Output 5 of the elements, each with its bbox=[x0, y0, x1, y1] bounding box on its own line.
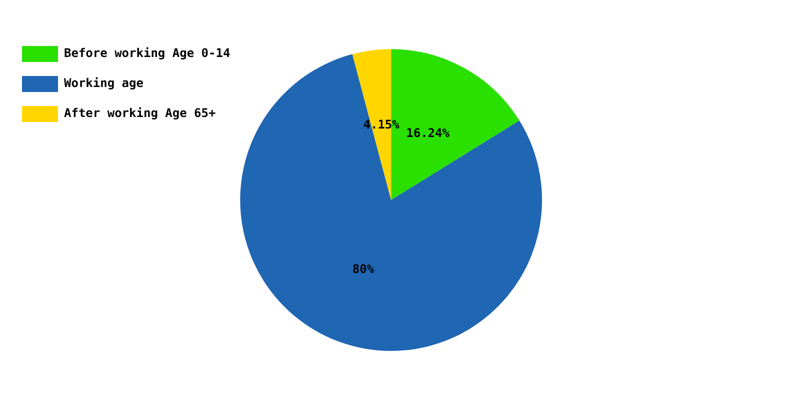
legend-label: Before working Age 0-14 bbox=[64, 46, 230, 60]
data-label: 80% bbox=[352, 262, 375, 276]
legend-label: Working age bbox=[64, 76, 144, 90]
data-label: 16.24% bbox=[406, 126, 450, 140]
legend-label: After working Age 65+ bbox=[64, 106, 216, 120]
